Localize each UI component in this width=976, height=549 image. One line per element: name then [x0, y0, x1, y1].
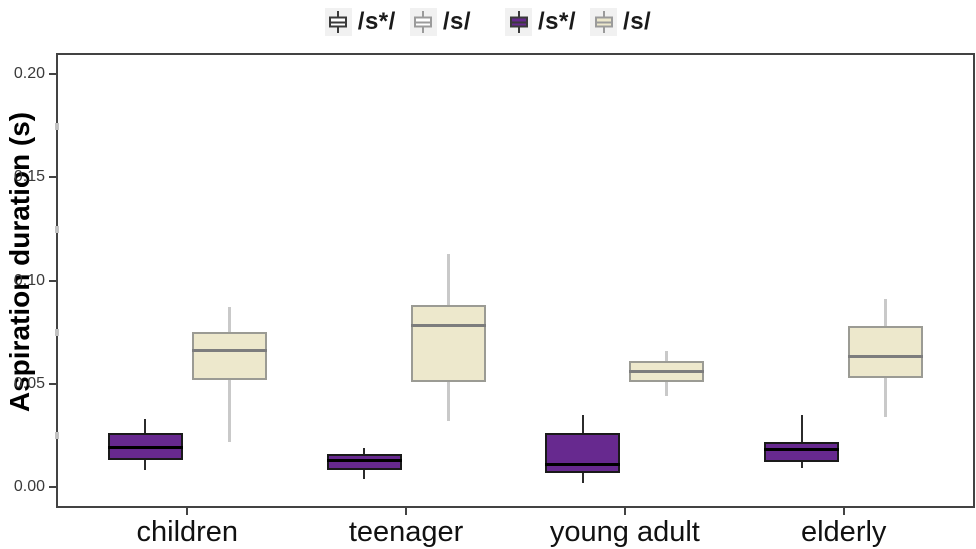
x-tick-label: children: [136, 516, 239, 548]
boxplot-upper-whisker: [227, 307, 231, 333]
plot-panel: [56, 53, 975, 508]
boxplot-median-line: [848, 355, 924, 359]
y-tick-label: 0.15: [13, 168, 45, 186]
boxplot-median-line: [107, 446, 183, 450]
chart-legend: /s*/ /s/ /s*/ /s/: [0, 5, 976, 39]
legend-group: /s*/ /s/: [324, 8, 471, 36]
boxplot-median-line: [629, 369, 705, 373]
boxplot-key-icon: [505, 8, 532, 36]
boxplot-lower-whisker: [581, 472, 584, 483]
x-axis-tick: [842, 508, 845, 515]
boxplot-lower-whisker: [144, 460, 147, 471]
y-tick-label: 0.20: [13, 65, 45, 82]
y-axis-tick: [49, 382, 56, 385]
key-median: [511, 21, 526, 23]
boxplot-upper-whisker: [581, 414, 584, 434]
boxplot-median-line: [764, 448, 840, 452]
x-axis-tick: [405, 508, 408, 515]
y-tick-label: 0.10: [13, 271, 45, 289]
y-axis-tick: [49, 279, 56, 282]
key-median: [596, 21, 611, 23]
boxplot-lower-whisker: [446, 381, 450, 421]
legend-label: /s*/: [357, 8, 396, 35]
key-box: [414, 16, 433, 28]
y-axis-tick: [49, 486, 56, 488]
x-tick-label: elderly: [800, 516, 887, 548]
boxplot-upper-whisker: [363, 447, 366, 454]
boxplot-box: [764, 441, 840, 463]
boxplot-upper-whisker: [665, 350, 669, 362]
legend-label: /s/: [442, 8, 471, 35]
boxplot-box: [410, 305, 486, 382]
x-tick-label: teenager: [348, 516, 464, 548]
legend-label: /s*/: [538, 8, 577, 35]
legend-item: /s*/: [324, 8, 410, 36]
legend-label: /s/: [623, 8, 652, 35]
x-axis-tick: [186, 508, 189, 515]
boxplot-lower-whisker: [227, 379, 231, 442]
y-axis-minor-tick: [55, 122, 59, 130]
y-axis-tick: [49, 176, 56, 179]
legend-group: /s*/ /s/: [505, 8, 651, 36]
y-axis-minor-tick: [55, 225, 59, 233]
boxplot-lower-whisker: [665, 381, 669, 397]
legend-item: /s*/: [505, 8, 590, 36]
boxplot-lower-whisker: [884, 377, 888, 417]
boxplot-upper-whisker: [884, 299, 888, 326]
key-box: [329, 16, 348, 28]
y-axis-tick: [49, 73, 56, 75]
legend-item: /s/: [409, 8, 471, 36]
boxplot-box: [191, 332, 267, 380]
x-tick-label: young adult: [549, 516, 700, 548]
boxplot-key-icon: [409, 8, 437, 36]
boxplot-upper-whisker: [800, 414, 803, 442]
boxplot-median-line: [191, 349, 267, 353]
boxplot-box: [545, 433, 621, 473]
boxplot-upper-whisker: [446, 253, 450, 306]
boxplot-lower-whisker: [363, 470, 366, 479]
boxplot-median-line: [410, 324, 486, 328]
y-tick-label: 0.00: [13, 478, 45, 495]
boxplot-lower-whisker: [800, 462, 803, 469]
legend-item: /s/: [590, 8, 651, 36]
y-axis-title: Aspiration duration (s): [4, 111, 35, 413]
boxplot-median-line: [326, 458, 402, 462]
boxplot-box: [848, 325, 924, 378]
boxplot-box: [326, 453, 402, 471]
boxplot-key-icon: [590, 8, 618, 36]
y-axis-minor-tick: [55, 329, 59, 337]
boxplot-key-icon: [324, 8, 352, 36]
boxplot-upper-whisker: [144, 418, 147, 434]
x-axis-tick: [623, 508, 626, 515]
key-median: [416, 21, 431, 23]
key-box: [509, 16, 528, 28]
y-tick-label: 0.05: [13, 374, 45, 392]
key-median: [331, 21, 346, 23]
key-box: [594, 16, 613, 28]
boxplot-median-line: [545, 462, 621, 466]
y-axis-minor-tick: [55, 432, 59, 440]
